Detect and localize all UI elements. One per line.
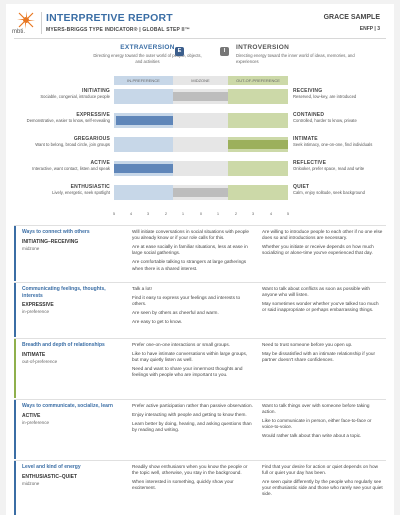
scale-number: 2 [234, 211, 238, 216]
row-level: midzone [22, 480, 40, 486]
facet-scale-band [114, 161, 288, 176]
row-title: Ways to connect with others [22, 229, 90, 235]
row-right-text: Want to talk about conflicts as soon as … [262, 286, 379, 313]
row-level: in-preference [22, 419, 50, 425]
report-title: INTERPRETIVE REPORT [46, 12, 173, 24]
facet-score-bar [116, 116, 173, 125]
logo-text: mbti. [12, 29, 26, 35]
scale-numbers: 5 4 3 2 1 0 1 2 3 4 5 [113, 211, 289, 219]
facet-left-desc: Interactive, want contact, listen and sp… [32, 166, 110, 171]
row-facet: INTIMATE [22, 351, 46, 358]
facet-row-initiating: INITIATING Sociable, congenial, introduc… [14, 88, 386, 107]
scale-number: 4 [129, 211, 133, 216]
scale-number: 3 [251, 211, 255, 216]
row-title: Communicating feelings, thoughts, intere… [22, 286, 106, 299]
row-left-text: Will initiate conversations in social si… [132, 229, 249, 271]
row-right-text: Find that your desire for action or quie… [262, 464, 383, 497]
facet-scale-band [114, 89, 301, 104]
table-row-energy: Level and kind of energy ENTHUSIASTIC–QU… [14, 460, 386, 515]
facet-left-desc: Sociable, congenial, introduce people [40, 94, 110, 99]
scale-number: 2 [164, 211, 168, 216]
report-page: mbti. INTERPRETIVE REPORT MYERS-BRIGGS T… [6, 4, 394, 515]
facet-left-desc: Lively, energetic, seek spotlight [52, 190, 110, 195]
table-row-communicate: Ways to communicate, socialize, learn AC… [14, 399, 386, 459]
row-title: Breadth and depth of relationships [22, 342, 105, 348]
header-rule [14, 38, 386, 39]
facet-right-desc: Reserved, low-key, are introduced [293, 94, 357, 99]
facet-row-enthusiastic: ENTHUSIASTIC Lively, energetic, seek spo… [14, 184, 386, 203]
mbti-logo-icon [14, 10, 38, 36]
out-of-preference-label: OUT-OF-PREFERENCE [228, 76, 288, 85]
table-row-relationships: Breadth and depth of relationships INTIM… [14, 338, 386, 398]
in-preference-label: IN-PREFERENCE [114, 76, 173, 85]
introversion-title: INTROVERSION [236, 44, 290, 51]
row-right-text: Need to trust someone before you open up… [262, 342, 376, 363]
facet-right-desc: Seek intimacy, one-on-one, find individu… [293, 142, 373, 147]
extraversion-desc: Directing energy toward the outer world … [93, 53, 202, 64]
extraversion-badge: E [175, 47, 184, 56]
facet-score-bar [173, 92, 228, 101]
facet-left-name: GREGARIOUS [73, 136, 110, 142]
row-title: Ways to communicate, socialize, learn [22, 403, 113, 409]
person-name: GRACE SAMPLE [323, 14, 380, 21]
scale-number: 0 [199, 211, 203, 216]
row-left-text: Readily show enthusiasm when you know th… [132, 464, 248, 491]
row-facet: ENTHUSIASTIC–QUIET [22, 473, 78, 480]
type-and-page: ENFP | 3 [359, 26, 380, 32]
facet-right-name: REFLECTIVE [293, 160, 327, 166]
extraversion-heading: EXTRAVERSION Directing energy toward the… [90, 44, 205, 64]
facet-right-name: INTIMATE [293, 136, 318, 142]
row-facet: EXPRESSIVE [22, 302, 54, 308]
facet-score-bar [228, 140, 288, 149]
row-facet: INITIATING–RECEIVING [22, 238, 79, 245]
facet-score-bar [114, 164, 173, 173]
row-left-text: Prefer one-on-one interactions or small … [132, 342, 248, 378]
header-divider [41, 12, 42, 34]
facet-left-desc: Demonstrative, easier to know, self-reve… [26, 118, 110, 123]
row-right-text: Want to talk things over with someone be… [262, 403, 372, 439]
facet-left-desc: Want to belong, broad circle, join group… [35, 142, 110, 147]
facet-right-desc: Controlled, harder to know, private [293, 118, 357, 123]
facet-right-name: RECEIVING [293, 88, 323, 94]
scale-number: 4 [269, 211, 273, 216]
extraversion-title: EXTRAVERSION [120, 44, 175, 51]
facet-left-name: ENTHUSIASTIC [70, 184, 110, 190]
introversion-heading: INTROVERSION Directing energy toward the… [236, 44, 356, 64]
facet-right-name: CONTAINED [293, 112, 325, 118]
scale-number: 5 [286, 211, 290, 216]
facet-scale-band [114, 113, 288, 128]
table-row-communicating: Communicating feelings, thoughts, intere… [14, 282, 386, 337]
facet-right-desc: Calm, enjoy solitude, seek background [293, 190, 365, 195]
facet-row-gregarious: GREGARIOUS Want to belong, broad circle,… [14, 136, 386, 155]
introversion-badge: I [220, 47, 229, 56]
facet-scale-band [114, 185, 288, 200]
row-level: out-of-preference [22, 358, 58, 364]
facet-left-name: INITIATING [81, 88, 110, 94]
row-level: midzone [22, 245, 40, 251]
midzone-label: MIDZONE [173, 76, 228, 85]
introversion-desc: Directing energy toward the inner world … [236, 53, 355, 64]
row-title: Level and kind of energy [22, 464, 81, 470]
row-right-text: Are willing to introduce people to each … [262, 229, 383, 256]
scale-number: 1 [216, 211, 220, 216]
facet-scale-band [114, 137, 288, 152]
scale-number: 1 [181, 211, 185, 216]
row-facet: ACTIVE [22, 412, 41, 419]
facet-right-desc: Onlooker, prefer space, read and write [293, 166, 365, 171]
scale-number: 3 [146, 211, 150, 216]
facet-right-name: QUIET [293, 184, 310, 190]
row-left-text: Talk a lot! Find it easy to express your… [132, 286, 241, 325]
facet-score-bar [173, 188, 228, 197]
report-subtitle: MYERS-BRIGGS TYPE INDICATOR® | GLOBAL ST… [46, 27, 190, 33]
table-row-connect: Ways to connect with others INITIATING–R… [14, 225, 386, 281]
row-level: in-preference [22, 309, 50, 314]
scale-number: 5 [112, 211, 116, 216]
facet-left-name: ACTIVE [90, 160, 110, 166]
facet-row-active: ACTIVE Interactive, want contact, listen… [14, 160, 386, 179]
facet-row-expressive: EXPRESSIVE Demonstrative, easier to know… [14, 112, 386, 131]
row-left-text: Prefer active participation rather than … [132, 403, 253, 433]
facet-left-name: EXPRESSIVE [76, 112, 110, 118]
